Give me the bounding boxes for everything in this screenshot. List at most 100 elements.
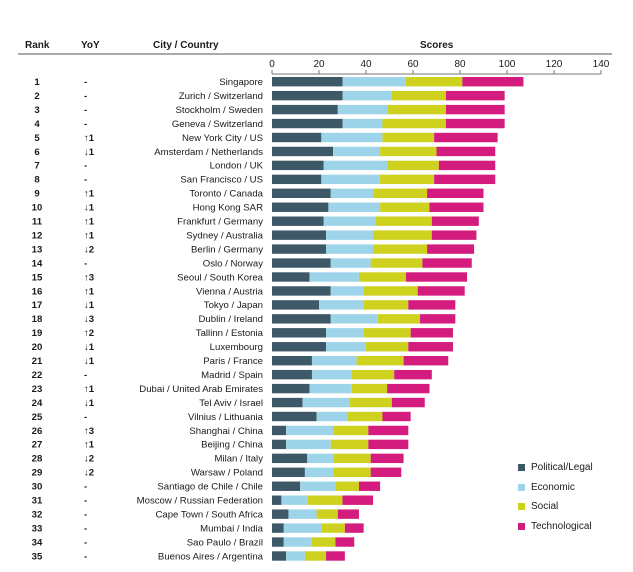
yoy-label: ↑3 xyxy=(84,426,94,437)
bar-segment-economic xyxy=(326,342,366,352)
rank-label: 25 xyxy=(32,412,43,423)
bar-segment-technological xyxy=(342,495,374,505)
legend-swatch-economic xyxy=(518,483,525,491)
bar-segment-technological xyxy=(391,397,425,408)
bar-segment-political-legal xyxy=(272,383,310,394)
chart-row: 14 - Oslo / Norway xyxy=(32,258,472,269)
bar-segment-technological xyxy=(387,383,430,394)
bar-segment-economic xyxy=(326,244,374,254)
legend-label: Economic xyxy=(531,481,575,493)
category-label: Warsaw / Poland xyxy=(191,468,263,479)
bar-segment-economic xyxy=(330,258,371,268)
bar-segment-social xyxy=(304,551,327,561)
chart-row: 17 ↓1 Tokyo / Japan xyxy=(32,300,456,311)
yoy-label: ↑1 xyxy=(84,440,95,451)
bar-segment-economic xyxy=(311,369,352,380)
category-label: Cape Town / South Africa xyxy=(155,509,263,520)
yoy-label: - xyxy=(84,175,87,186)
bar-segment-economic xyxy=(323,160,388,171)
yoy-label: ↑1 xyxy=(84,384,95,395)
bar-segment-political-legal xyxy=(272,174,322,185)
chart-row: 19 ↑2 Tallinn / Estonia xyxy=(32,328,453,339)
bar-segment-economic xyxy=(309,383,352,394)
chart-row: 11 ↑1 Frankfurt / Germany xyxy=(32,216,479,228)
category-label: Buenos Aires / Argentina xyxy=(158,551,264,562)
rank-label: 17 xyxy=(32,300,43,311)
yoy-label: - xyxy=(84,91,87,102)
bar-segment-political-legal xyxy=(272,90,343,101)
bar-segment-economic xyxy=(286,439,331,450)
legend-label: Political/Legal xyxy=(531,462,593,474)
bar-segment-economic xyxy=(316,411,348,422)
legend-item: Social xyxy=(518,497,593,517)
bar-segment-economic xyxy=(283,537,312,547)
chart-row: 13 ↓2 Berlin / Germany xyxy=(32,244,475,255)
chart-row: 35 - Buenos Aires / Argentina xyxy=(32,551,345,562)
bar-segment-economic xyxy=(300,481,336,491)
yoy-label: ↓1 xyxy=(84,203,95,214)
category-label: Oslo / Norway xyxy=(203,258,263,269)
yoy-label: ↓1 xyxy=(84,356,95,367)
chart-row: 10 ↓1 Hong Kong SAR xyxy=(32,202,484,214)
bar-segment-political-legal xyxy=(272,132,322,143)
bar-segment-economic xyxy=(288,509,317,519)
x-tick-label: 140 xyxy=(593,59,610,70)
yoy-label: ↑1 xyxy=(84,230,95,241)
legend: Political/Legal Economic Social Technolo… xyxy=(518,458,593,536)
rank-label: 11 xyxy=(32,217,43,228)
yoy-label: ↓2 xyxy=(84,244,94,255)
bar-segment-social xyxy=(373,188,428,198)
rank-label: 12 xyxy=(32,230,43,241)
bar-segment-technological xyxy=(405,272,468,282)
bar-segment-political-legal xyxy=(272,160,324,171)
rank-label: 23 xyxy=(32,384,43,395)
bar-segment-social xyxy=(347,411,383,422)
category-label: Berlin / Germany xyxy=(191,244,263,255)
category-label: Tel Aviv / Israel xyxy=(199,398,263,409)
bar-segment-economic xyxy=(342,118,383,129)
category-label: Milan / Italy xyxy=(214,454,263,465)
bar-segment-social xyxy=(363,300,409,310)
bar-segment-social xyxy=(316,509,338,519)
bar-segment-social xyxy=(330,439,369,450)
rank-label: 9 xyxy=(34,189,39,200)
yoy-label: ↑2 xyxy=(84,328,94,339)
bar-segment-technological xyxy=(370,467,402,477)
bar-segment-technological xyxy=(368,439,409,450)
category-label: London / UK xyxy=(210,161,264,172)
bar-segment-political-legal xyxy=(272,300,319,310)
chart-row: 1 - Singapore xyxy=(34,77,524,88)
bar-segment-political-legal xyxy=(272,230,327,240)
category-label: Vilnius / Lithuania xyxy=(188,412,264,423)
bar-segment-political-legal xyxy=(272,425,287,436)
bar-segment-social xyxy=(380,202,430,212)
rank-label: 13 xyxy=(32,244,43,255)
rank-label: 5 xyxy=(34,133,40,144)
yoy-label: - xyxy=(84,105,87,116)
legend-swatch-social xyxy=(518,503,525,511)
chart-row: 18 ↓3 Dublin / Ireland xyxy=(32,314,456,325)
bar-segment-political-legal xyxy=(272,146,334,157)
bar-segment-political-legal xyxy=(272,481,301,491)
bar-segment-social xyxy=(377,314,421,324)
bar-segment-social xyxy=(349,397,392,408)
chart-rows: 1 - Singapore 2 - Zurich / Switzerland 3 - Stock… xyxy=(32,77,524,562)
yoy-label: - xyxy=(84,77,87,88)
rank-label: 34 xyxy=(32,537,43,548)
chart-row: 25 - Vilnius / Lithuania xyxy=(32,411,411,423)
bar-segment-political-legal xyxy=(272,244,327,254)
bar-segment-technological xyxy=(431,216,479,226)
rank-label: 29 xyxy=(32,468,43,479)
rank-label: 35 xyxy=(32,551,43,562)
rank-label: 26 xyxy=(32,426,43,437)
x-tick-label: 40 xyxy=(360,59,372,70)
yoy-label: - xyxy=(84,509,87,520)
bar-segment-technological xyxy=(410,328,453,338)
rank-label: 31 xyxy=(32,496,43,507)
bar-segment-economic xyxy=(333,146,381,157)
yoy-label: - xyxy=(84,370,87,381)
bar-segment-political-legal xyxy=(272,342,327,352)
bar-segment-technological xyxy=(431,230,477,240)
yoy-label: - xyxy=(84,119,87,130)
bar-segment-technological xyxy=(445,104,505,115)
